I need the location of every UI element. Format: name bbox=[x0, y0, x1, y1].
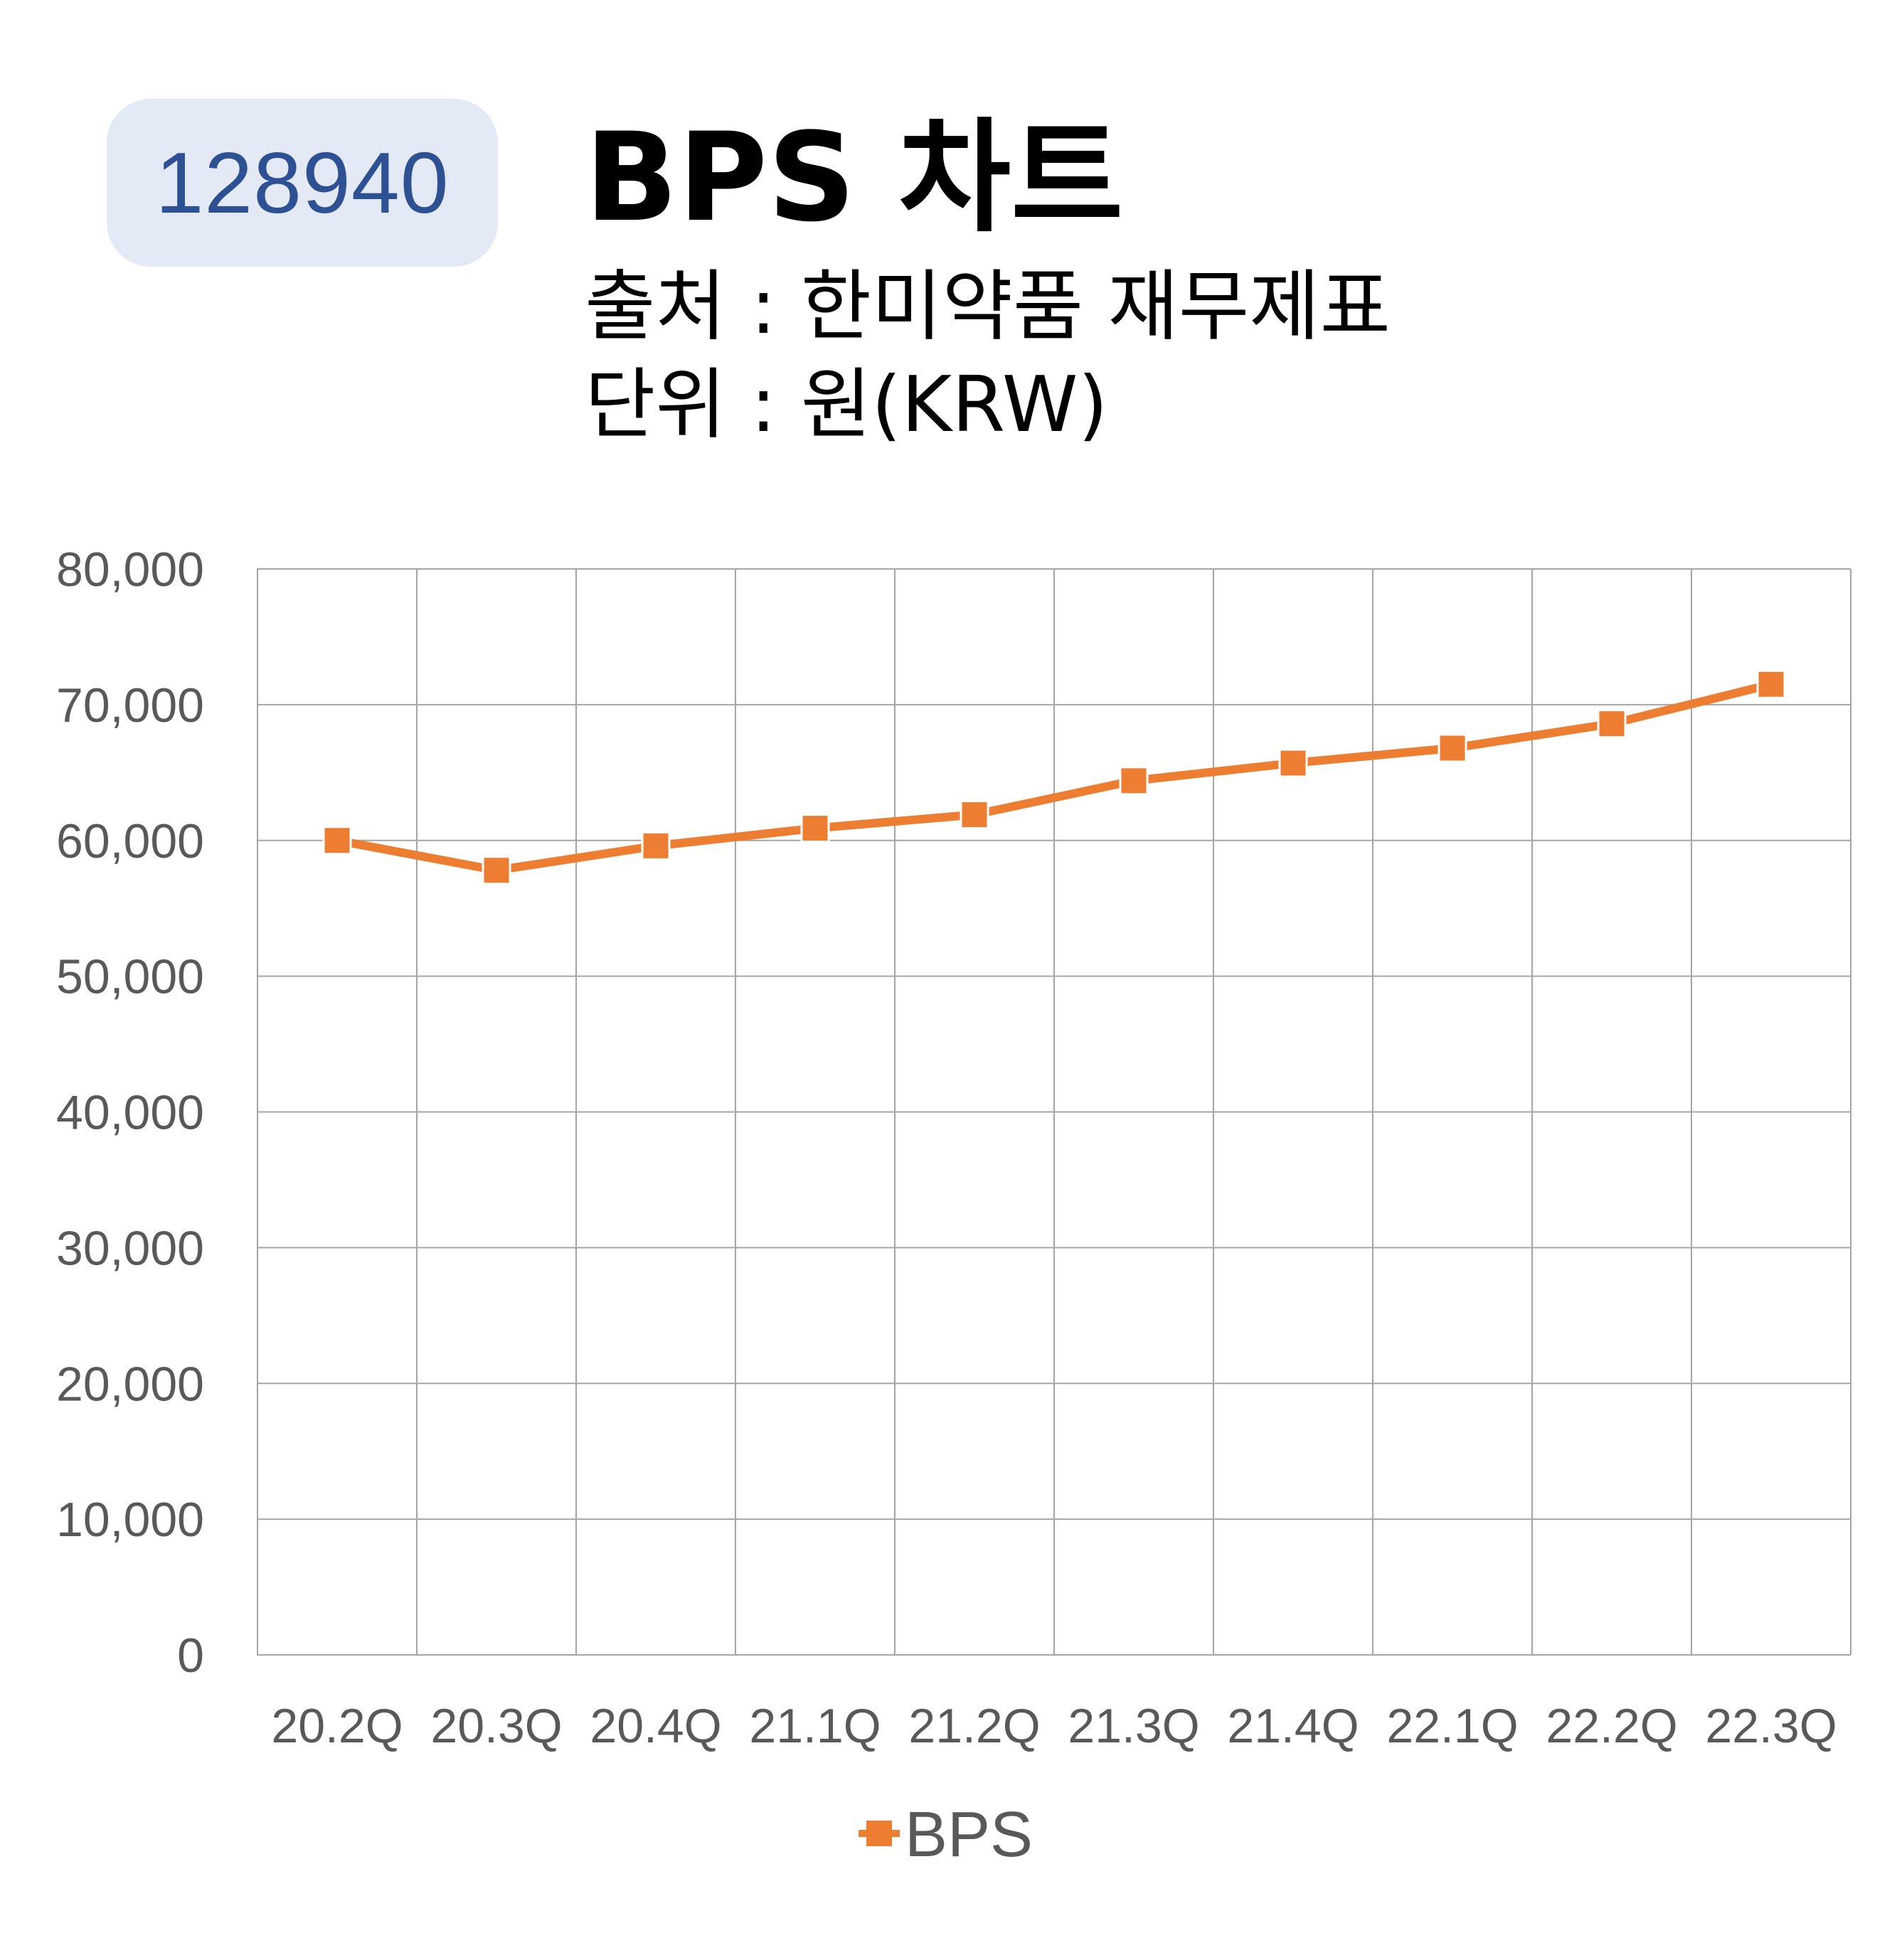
stock-code: 128940 bbox=[155, 134, 450, 231]
data-point bbox=[322, 826, 352, 856]
legend-label: BPS bbox=[905, 1799, 1033, 1870]
data-point bbox=[960, 799, 989, 829]
chart-title: BPS 차트 bbox=[585, 106, 1124, 249]
x-tick-label: 22.3Q bbox=[1705, 1699, 1837, 1753]
data-point bbox=[1438, 733, 1467, 763]
x-tick-label: 21.3Q bbox=[1068, 1699, 1199, 1753]
x-tick-label: 20.4Q bbox=[590, 1699, 721, 1753]
data-point bbox=[482, 856, 511, 885]
x-tick-label: 20.3Q bbox=[430, 1699, 562, 1753]
y-tick-label: 0 bbox=[177, 1629, 204, 1683]
y-tick-label: 40,000 bbox=[56, 1086, 204, 1140]
y-tick-label: 80,000 bbox=[56, 543, 204, 597]
x-tick-label: 21.1Q bbox=[749, 1699, 881, 1753]
chart-unit: 단위 : 원(KRW) bbox=[585, 361, 1108, 449]
stock-code-badge: 128940 bbox=[107, 99, 498, 267]
y-tick-label: 50,000 bbox=[56, 950, 204, 1004]
legend-marker bbox=[866, 1821, 892, 1846]
x-tick-label: 20.2Q bbox=[271, 1699, 403, 1753]
y-tick-label: 30,000 bbox=[56, 1221, 204, 1275]
data-point bbox=[800, 814, 830, 843]
y-tick-label: 10,000 bbox=[56, 1493, 204, 1547]
data-point bbox=[1756, 669, 1786, 699]
y-tick-label: 20,000 bbox=[56, 1357, 204, 1411]
chart-source: 출처 : 한미약품 재무제표 bbox=[585, 262, 1391, 351]
x-tick-label: 21.2Q bbox=[908, 1699, 1040, 1753]
data-point bbox=[1119, 766, 1149, 796]
grid-layer bbox=[257, 568, 1851, 1656]
series-layer bbox=[322, 669, 1786, 885]
x-tick-label: 22.1Q bbox=[1386, 1699, 1518, 1753]
x-tick-label: 21.4Q bbox=[1227, 1699, 1359, 1753]
series-line-bps bbox=[333, 680, 1775, 875]
y-tick-label: 60,000 bbox=[56, 814, 204, 868]
legend: BPS bbox=[859, 1799, 1033, 1870]
y-axis-ticks: 0 10,000 20,000 30,000 40,000 50,000 60,000 70,… bbox=[56, 543, 204, 1683]
data-point bbox=[1597, 709, 1627, 739]
x-tick-label: 22.2Q bbox=[1546, 1699, 1677, 1753]
y-tick-label: 70,000 bbox=[56, 678, 204, 733]
x-axis-ticks: 20.2Q 20.3Q 20.4Q 21.1Q 21.2Q 21.3Q 21.4Q 22.1Q… bbox=[271, 1699, 1837, 1753]
data-point bbox=[1278, 748, 1308, 778]
data-point bbox=[641, 831, 671, 861]
